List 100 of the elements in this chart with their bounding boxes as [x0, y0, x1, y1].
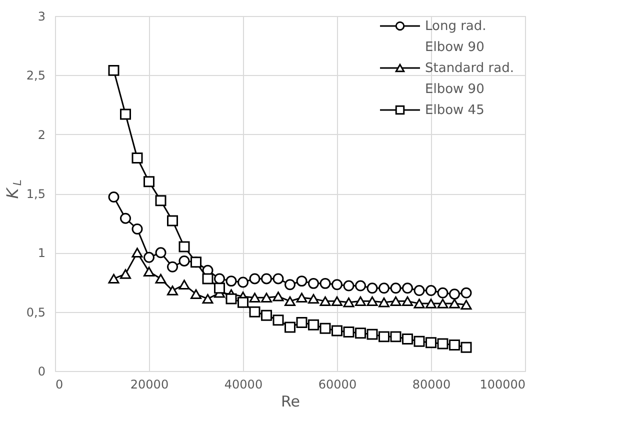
point [144, 176, 154, 188]
point [238, 296, 248, 308]
point [366, 282, 378, 294]
point [426, 298, 436, 308]
point [202, 273, 214, 284]
point [402, 296, 413, 306]
point [132, 224, 143, 234]
point [108, 274, 120, 284]
point [332, 296, 342, 306]
point [261, 292, 272, 302]
y-tick-label: 0 [38, 364, 46, 378]
point [355, 296, 366, 306]
point [178, 241, 190, 252]
point [355, 280, 366, 292]
point [132, 152, 143, 164]
point [355, 328, 366, 339]
point [449, 298, 460, 308]
point [155, 274, 166, 284]
x-tick-label: 80000 [412, 378, 451, 392]
point [249, 273, 260, 284]
point [460, 342, 472, 353]
point [284, 322, 296, 333]
point [284, 296, 296, 306]
point [272, 314, 284, 326]
point [437, 298, 448, 308]
point [132, 248, 143, 258]
point [249, 306, 260, 318]
point [261, 273, 272, 284]
x-tick-label: 0 [56, 378, 64, 392]
point [437, 338, 448, 350]
point [378, 331, 390, 342]
point [167, 286, 178, 296]
point [320, 278, 331, 289]
point [390, 296, 402, 306]
point [308, 319, 319, 330]
point [402, 282, 413, 294]
point [178, 280, 190, 290]
point [320, 322, 331, 334]
point [178, 255, 190, 266]
point [272, 273, 284, 284]
point [226, 276, 237, 287]
x-tick-label: 20000 [130, 378, 169, 392]
point [308, 278, 319, 289]
point [449, 288, 460, 300]
point [390, 282, 402, 294]
point [202, 294, 214, 304]
point [460, 300, 472, 310]
point [320, 296, 331, 306]
point [414, 285, 425, 296]
point [343, 298, 354, 308]
point [414, 298, 425, 308]
point [108, 64, 120, 76]
point [120, 108, 131, 120]
point [296, 316, 308, 328]
point [144, 252, 154, 263]
point [296, 276, 308, 287]
point [402, 334, 413, 345]
point [296, 292, 308, 302]
y-tick-label: 1 [38, 246, 46, 260]
point [238, 276, 248, 288]
point [284, 279, 296, 290]
point [144, 266, 154, 276]
point [108, 192, 120, 203]
x-tick-label: 60000 [318, 378, 357, 392]
point [378, 282, 390, 294]
y-tick-label: 2,5 [26, 68, 46, 83]
legend-label: Elbow 45 [425, 103, 484, 118]
point [155, 247, 166, 258]
y-axis-title: KL [3, 179, 24, 199]
point [449, 339, 460, 350]
point [332, 279, 342, 290]
point [120, 269, 131, 279]
y-tick-label: 0,5 [26, 305, 46, 320]
point [226, 293, 237, 304]
point [214, 282, 225, 294]
legend-label: Long rad. Elbow 90 [425, 19, 486, 55]
legend-label: Standard rad. Elbow 90 [425, 61, 514, 97]
point [378, 298, 390, 308]
point [437, 287, 448, 298]
point [426, 337, 436, 348]
point [343, 326, 354, 338]
point [249, 292, 260, 302]
point [366, 296, 378, 306]
point [343, 280, 354, 292]
x-axis-title: Re [281, 392, 300, 410]
point [167, 261, 178, 272]
point [272, 292, 284, 302]
point [390, 331, 402, 342]
point [261, 310, 272, 321]
point [214, 273, 225, 284]
y-tick-label: 3 [38, 10, 46, 24]
point [190, 289, 202, 299]
point [332, 325, 342, 336]
point [308, 294, 319, 304]
point [120, 212, 131, 224]
y-tick-label: 1,5 [26, 187, 46, 201]
point [155, 195, 166, 206]
y-tick-label: 2 [38, 128, 46, 142]
point [460, 287, 472, 298]
x-tick-label: 40000 [224, 378, 263, 392]
